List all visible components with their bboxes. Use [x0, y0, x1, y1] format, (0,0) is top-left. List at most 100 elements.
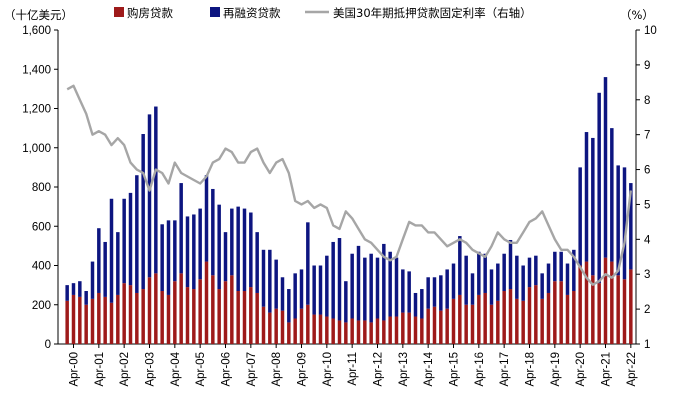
bar-refinance	[166, 220, 171, 295]
bar-refinance	[318, 265, 323, 315]
bar-refinance	[603, 77, 608, 258]
bar-refinance	[432, 277, 437, 307]
bar-refinance	[426, 277, 430, 309]
bar-purchase	[306, 304, 310, 344]
legend-swatch-purchase	[114, 7, 124, 17]
bar-purchase	[71, 294, 76, 344]
bar-refinance	[559, 251, 563, 282]
bar-purchase	[173, 281, 177, 344]
right-tick-labels: 1 2 3 4 5 6 7 8 9 10	[636, 25, 657, 351]
bar-refinance	[477, 251, 481, 295]
bar-refinance	[179, 183, 183, 274]
x-tick-label: Apr-22	[626, 352, 638, 387]
bar-refinance	[135, 175, 139, 293]
bar-refinance	[337, 238, 342, 321]
bar-purchase	[534, 285, 538, 344]
bar-refinance	[445, 269, 449, 309]
x-tick-labels: Apr-00 Apr-01 Apr-02 Apr-03 Apr-04 Apr-05 Apr-…	[69, 344, 638, 387]
bar-purchase	[375, 318, 380, 344]
bar-purchase	[553, 281, 557, 344]
bar-purchase	[179, 273, 183, 344]
bar-purchase	[65, 300, 69, 344]
bar-purchase	[293, 318, 297, 344]
bar-refinance	[470, 273, 475, 305]
bar-refinance	[78, 281, 82, 297]
bar-purchase	[318, 314, 323, 344]
bar-purchase	[483, 292, 487, 344]
x-tick-label: Apr-17	[499, 352, 511, 387]
bar-purchase	[230, 275, 234, 344]
bar-refinance	[616, 165, 620, 276]
bar-purchase	[141, 289, 145, 344]
bar-refinance	[508, 239, 513, 290]
bar-purchase	[160, 291, 164, 344]
bar-purchase	[489, 304, 494, 344]
bar-purchase	[84, 304, 88, 344]
x-tick-label: Apr-19	[550, 352, 562, 387]
bar-refinance	[249, 212, 253, 288]
bar-refinance	[242, 208, 247, 292]
bar-purchase	[502, 291, 506, 344]
x-tick-label: Apr-10	[322, 352, 334, 387]
legend: 购房贷款 再融资贷款 美国30年期抵押贷款固定利率（右轴）	[114, 6, 532, 20]
bar-purchase	[331, 318, 335, 344]
bar-refinance	[540, 273, 544, 299]
bar-purchase	[464, 304, 468, 344]
bar-purchase	[432, 306, 437, 344]
bar-refinance	[496, 263, 500, 301]
bar-purchase	[236, 291, 240, 344]
bar-refinance	[71, 283, 76, 295]
left-tick-label: 1,600	[22, 25, 51, 37]
bar-purchase	[223, 281, 228, 344]
bar-refinance	[160, 224, 164, 292]
bar-refinance	[192, 214, 196, 290]
bar-refinance	[464, 255, 468, 305]
x-tick-label: Apr-01	[94, 352, 106, 387]
bar-purchase	[515, 298, 519, 344]
bar-purchase	[166, 294, 171, 344]
bar-refinance	[451, 263, 456, 299]
bar-purchase	[185, 287, 190, 344]
bar-purchase	[470, 304, 475, 344]
bar-refinance	[299, 269, 304, 309]
bar-group	[65, 77, 633, 344]
bar-refinance	[306, 222, 310, 305]
left-tick-labels: 0 200 400 600 800 1,000 1,200 1,400 1,600	[22, 25, 58, 351]
x-tick-label: Apr-12	[373, 352, 385, 387]
bar-purchase	[103, 296, 107, 344]
bar-refinance	[375, 257, 380, 319]
x-tick-label: Apr-03	[145, 352, 157, 387]
right-tick-label: 4	[644, 234, 651, 246]
bar-refinance	[211, 188, 215, 276]
bar-purchase	[249, 287, 253, 344]
bar-refinance	[312, 265, 316, 315]
bar-refinance	[407, 271, 411, 313]
bar-refinance	[350, 253, 354, 319]
x-tick-label: Apr-11	[347, 352, 359, 386]
bar-purchase	[299, 308, 304, 344]
bar-refinance	[185, 216, 190, 288]
bar-purchase	[128, 285, 133, 344]
right-tick-label: 3	[644, 269, 650, 281]
bar-purchase	[445, 308, 449, 344]
bar-purchase	[401, 312, 405, 344]
bar-purchase	[496, 300, 500, 344]
left-tick-label: 0	[45, 339, 51, 351]
bar-refinance	[103, 241, 107, 297]
right-tick-label: 7	[644, 130, 650, 142]
rate-line	[66, 84, 632, 286]
x-tick-label: Apr-02	[119, 352, 131, 387]
x-tick-label: Apr-08	[271, 352, 283, 387]
x-tick-label: Apr-05	[195, 352, 207, 387]
bar-purchase	[508, 289, 513, 344]
bar-purchase	[610, 261, 614, 344]
bar-purchase	[603, 257, 608, 344]
bar-purchase	[584, 261, 589, 344]
left-tick-label: 600	[32, 221, 51, 233]
bar-purchase	[591, 275, 595, 344]
bar-purchase	[616, 275, 620, 344]
x-tick-label: Apr-18	[525, 352, 537, 387]
bar-refinance	[356, 245, 361, 321]
bar-refinance	[217, 204, 221, 290]
